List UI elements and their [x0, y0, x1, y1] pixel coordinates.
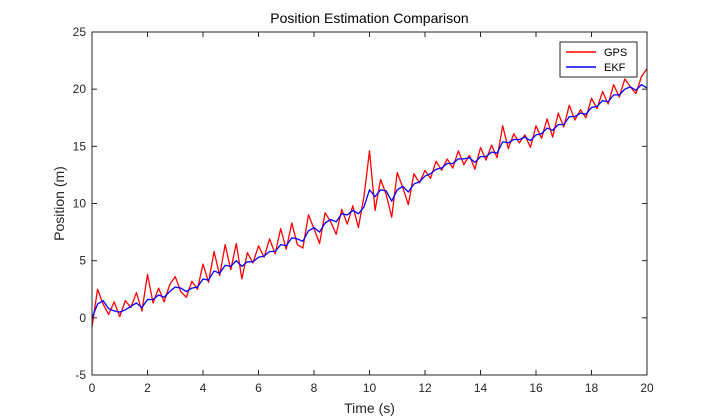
series-layer: [91, 68, 648, 328]
x-tick-label: 8: [311, 381, 318, 395]
legend-box: [559, 41, 638, 78]
y-tick-label: 25: [73, 25, 87, 39]
x-tick-label: 18: [585, 381, 599, 395]
x-tick-label: 4: [200, 381, 207, 395]
y-tick-label: -5: [75, 368, 86, 382]
x-tick-label: 2: [144, 381, 151, 395]
legend-label-gps: GPS: [604, 47, 627, 59]
x-tick-label: 14: [474, 381, 488, 395]
chart-title: Position Estimation Comparison: [270, 10, 468, 26]
y-tick-label: 5: [79, 254, 86, 268]
y-tick-label: 0: [79, 311, 86, 325]
legend-label-ekf: EKF: [604, 62, 626, 74]
x-tick-label: 6: [255, 381, 262, 395]
y-tick-label: 10: [73, 197, 87, 211]
plot-area: [92, 32, 647, 375]
x-tick-label: 20: [640, 381, 654, 395]
x-axis-label: Time (s): [344, 400, 395, 416]
y-axis-label: Position (m): [51, 166, 67, 241]
legend: GPS EKF: [559, 41, 638, 78]
series-line-ekf: [91, 83, 648, 319]
x-tick-label: 16: [529, 381, 543, 395]
x-tick-label: 0: [89, 381, 96, 395]
y-tick-label: 15: [73, 139, 87, 153]
y-tick-label: 20: [73, 82, 87, 96]
x-tick-label: 10: [363, 381, 377, 395]
x-tick-label: 12: [418, 381, 432, 395]
